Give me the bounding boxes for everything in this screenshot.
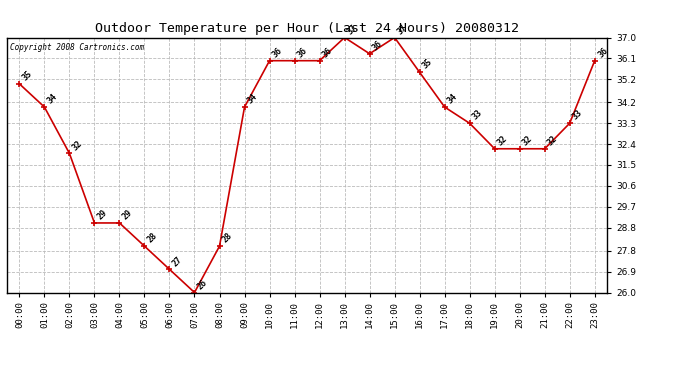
Text: 32: 32 [71, 139, 84, 152]
Title: Outdoor Temperature per Hour (Last 24 Hours) 20080312: Outdoor Temperature per Hour (Last 24 Ho… [95, 22, 519, 35]
Text: 27: 27 [171, 255, 184, 268]
Text: 33: 33 [471, 108, 484, 122]
Text: 34: 34 [446, 92, 460, 106]
Text: 29: 29 [121, 208, 135, 222]
Text: 36: 36 [296, 46, 309, 59]
Text: Copyright 2008 Cartronics.com: Copyright 2008 Cartronics.com [10, 43, 144, 52]
Text: 36: 36 [371, 39, 384, 53]
Text: 37: 37 [346, 22, 359, 36]
Text: 26: 26 [196, 278, 209, 291]
Text: 33: 33 [571, 108, 584, 122]
Text: 34: 34 [246, 92, 259, 106]
Text: 36: 36 [321, 46, 335, 59]
Text: 36: 36 [271, 46, 284, 59]
Text: 35: 35 [421, 57, 435, 71]
Text: 34: 34 [46, 92, 59, 106]
Text: 32: 32 [546, 134, 560, 147]
Text: 32: 32 [496, 134, 509, 147]
Text: 36: 36 [596, 46, 609, 59]
Text: 28: 28 [146, 231, 159, 245]
Text: 29: 29 [96, 208, 109, 222]
Text: 35: 35 [21, 69, 34, 82]
Text: 37: 37 [396, 22, 409, 36]
Text: 28: 28 [221, 231, 235, 245]
Text: 32: 32 [521, 134, 535, 147]
